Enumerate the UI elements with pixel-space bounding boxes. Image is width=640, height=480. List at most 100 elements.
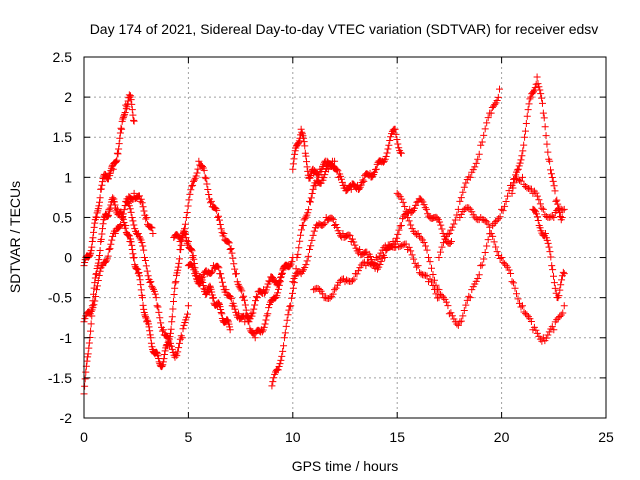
data-point-track-e [187, 186, 195, 194]
data-point-track-c [105, 246, 113, 254]
data-point-track-h [392, 130, 400, 138]
data-point-track-m [542, 334, 550, 342]
data-point-track-n [539, 109, 547, 117]
data-point-track-c [148, 224, 156, 232]
data-point-track-f [217, 270, 225, 278]
x-tick-label: 10 [285, 429, 301, 445]
data-point-track-l [471, 163, 479, 171]
data-point-track-b [81, 382, 89, 390]
data-point-track-i [332, 220, 340, 228]
data-point-track-j [326, 294, 334, 302]
data-point-track-d [184, 310, 192, 318]
data-point-track-k [425, 254, 433, 262]
data-point-track-d [175, 344, 183, 352]
data-point-track-a [128, 100, 136, 108]
data-point-track-e [194, 165, 202, 173]
data-point-track-n [549, 177, 557, 185]
data-point-track-a [98, 178, 106, 186]
data-point-track-k [462, 301, 470, 309]
data-point-track-l [493, 97, 501, 104]
data-point-track-l [462, 179, 470, 187]
data-point-track-e [186, 190, 194, 198]
data-point-track-d [146, 279, 154, 287]
data-point-track-n [535, 83, 543, 91]
data-point-track-h [333, 166, 341, 174]
data-point-track-k [475, 271, 483, 279]
data-point-track-h [389, 126, 397, 134]
data-point-track-b [104, 212, 112, 220]
data-point-track-c [137, 195, 145, 203]
data-point-track-g [287, 302, 295, 310]
data-point-track-m [532, 326, 540, 334]
data-point-track-n [553, 196, 561, 204]
data-point-track-m [510, 279, 518, 287]
data-point-track-j [393, 238, 401, 246]
data-point-track-l [474, 155, 482, 163]
data-point-track-e [230, 260, 238, 268]
data-point-track-b [96, 246, 104, 254]
data-point-track-j [332, 284, 340, 292]
data-point-track-m [456, 213, 464, 221]
data-point-track-o [559, 268, 567, 276]
data-point-track-a [127, 96, 135, 104]
data-point-track-c [106, 245, 114, 253]
data-point-track-m [465, 204, 473, 212]
data-point-track-j [417, 270, 425, 278]
data-point-track-j [398, 242, 406, 250]
data-point-track-k [426, 258, 434, 266]
data-point-track-b [206, 282, 214, 290]
data-point-track-a [90, 228, 98, 236]
data-point-track-b [122, 221, 130, 229]
data-point-track-l [450, 220, 458, 228]
data-point-track-k [484, 236, 492, 244]
data-point-track-a [119, 113, 127, 121]
data-point-track-j [329, 290, 337, 298]
data-point-track-l [448, 223, 456, 231]
data-point-track-n [548, 174, 556, 182]
data-point-track-c [89, 304, 97, 312]
data-point-track-k [550, 213, 558, 221]
data-point-track-c [87, 307, 95, 315]
data-point-track-l [477, 141, 485, 149]
data-point-track-i [302, 261, 310, 269]
data-point-track-f [269, 273, 277, 281]
data-point-track-l [460, 183, 468, 191]
data-point-track-i [328, 214, 336, 222]
data-point-track-j [392, 243, 400, 251]
data-point-track-j [407, 247, 415, 255]
data-point-track-k [436, 290, 444, 298]
data-point-track-g [320, 174, 328, 182]
data-point-track-b [225, 320, 233, 328]
data-point-track-k [466, 294, 474, 302]
data-point-track-b [137, 281, 145, 289]
data-point-track-e [192, 172, 200, 180]
data-point-track-a [96, 194, 104, 202]
data-point-track-h [295, 139, 303, 147]
data-point-track-b [188, 247, 196, 255]
data-point-track-e [185, 196, 193, 204]
data-point-track-h [382, 153, 390, 161]
data-point-track-c [92, 292, 100, 300]
data-point-track-d [158, 327, 166, 335]
data-point-track-k [539, 205, 547, 213]
data-point-track-m [521, 310, 529, 318]
data-point-track-m [490, 238, 498, 246]
data-point-track-h [391, 125, 399, 133]
data-point-track-b [87, 320, 95, 328]
data-point-track-c [94, 276, 102, 284]
data-point-track-d [159, 326, 167, 334]
data-point-track-n [513, 166, 521, 174]
data-point-track-i [329, 216, 337, 224]
y-tick-label: 0 [64, 250, 72, 266]
data-point-track-d [155, 308, 163, 316]
data-point-track-h [300, 138, 308, 146]
data-point-track-k [514, 176, 522, 184]
data-point-track-b [143, 316, 151, 324]
data-point-track-i [446, 239, 454, 247]
data-point-track-o [544, 239, 552, 247]
data-point-track-k [499, 207, 507, 215]
data-point-track-d [125, 202, 133, 210]
data-point-track-f [274, 280, 282, 288]
data-point-track-c [117, 221, 125, 229]
data-point-track-b [104, 211, 112, 219]
